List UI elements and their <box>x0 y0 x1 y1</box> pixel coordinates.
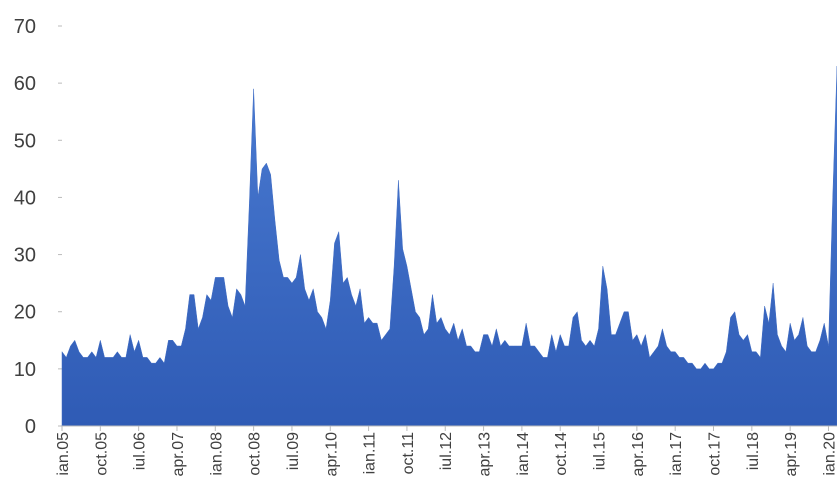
x-tick-label: oct.14 <box>553 432 570 476</box>
x-tick-label: oct.05 <box>93 432 110 476</box>
x-tick-label: iul.09 <box>285 432 302 470</box>
y-tick-label: 20 <box>14 302 36 324</box>
area <box>61 65 837 427</box>
x-tick-label: apr.19 <box>783 432 800 477</box>
y-tick-label: 0 <box>25 416 36 438</box>
y-tick-label: 50 <box>14 130 36 152</box>
x-tick-label: oct.17 <box>707 432 724 476</box>
x-tick-label: iul.12 <box>438 432 455 470</box>
x-tick-label: ian.17 <box>668 432 685 476</box>
y-tick-label: 60 <box>14 73 36 95</box>
x-tick-label: ian.14 <box>515 432 532 476</box>
x-tick-label: ian.05 <box>55 432 72 476</box>
x-tick-label: ian.20 <box>821 432 837 476</box>
x-tick-label: iul.18 <box>745 432 762 470</box>
x-tick-label: apr.13 <box>477 432 494 477</box>
y-tick-label: 30 <box>14 245 36 267</box>
x-tick-label: ian.11 <box>362 432 379 475</box>
x-tick-label: iul.15 <box>592 432 609 470</box>
x-tick-label: apr.07 <box>170 432 187 477</box>
x-tick-label: ian.08 <box>208 432 225 476</box>
y-tick-label: 40 <box>14 187 36 209</box>
x-tick-label: oct.11 <box>400 432 417 475</box>
y-tick-label: 70 <box>14 16 36 38</box>
x-tick-label: oct.08 <box>247 432 264 476</box>
y-tick-label: 10 <box>14 359 36 381</box>
x-tick-label: apr.10 <box>323 432 340 477</box>
x-tick-label: apr.16 <box>630 432 647 477</box>
x-tick-label: iul.06 <box>132 432 149 470</box>
